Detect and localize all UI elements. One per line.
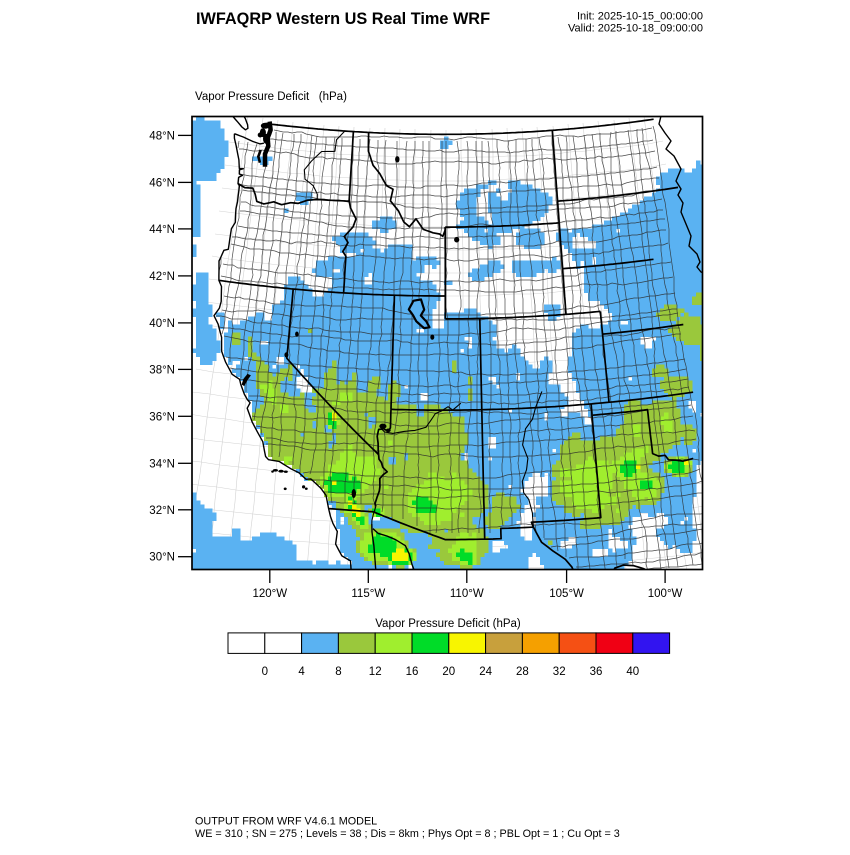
svg-text:44°N: 44°N <box>149 224 175 236</box>
svg-text:120°W: 120°W <box>252 588 287 600</box>
svg-text:105°W: 105°W <box>549 588 584 600</box>
svg-text:8: 8 <box>335 666 341 678</box>
svg-text:16: 16 <box>406 666 419 678</box>
svg-text:110°W: 110°W <box>450 588 484 600</box>
svg-text:40°N: 40°N <box>149 318 175 330</box>
svg-text:42°N: 42°N <box>149 271 175 283</box>
svg-text:48°N: 48°N <box>149 130 175 142</box>
svg-text:100°W: 100°W <box>648 588 683 600</box>
svg-text:Vapor Pressure Deficit (hPa): Vapor Pressure Deficit (hPa) <box>195 91 347 103</box>
svg-text:OUTPUT FROM WRF V4.6.1 MODEL: OUTPUT FROM WRF V4.6.1 MODEL <box>195 816 377 828</box>
svg-text:32: 32 <box>553 666 566 678</box>
svg-text:IWFAQRP Western US Real Time W: IWFAQRP Western US Real Time WRF <box>196 10 490 28</box>
svg-text:28: 28 <box>516 666 529 678</box>
svg-text:38°N: 38°N <box>149 364 175 376</box>
svg-text:32°N: 32°N <box>149 505 175 517</box>
svg-text:WE = 310 ; SN = 275 ; Levels =: WE = 310 ; SN = 275 ; Levels = 38 ; Dis … <box>195 828 620 840</box>
svg-text:36: 36 <box>590 666 603 678</box>
svg-text:Init: 2025-10-15_00:00:00: Init: 2025-10-15_00:00:00 <box>577 11 703 23</box>
svg-text:20: 20 <box>442 666 455 678</box>
svg-text:Valid: 2025-10-18_09:00:00: Valid: 2025-10-18_09:00:00 <box>568 23 703 35</box>
svg-text:24: 24 <box>479 666 492 678</box>
svg-text:40: 40 <box>626 666 639 678</box>
svg-text:115°W: 115°W <box>351 588 385 600</box>
svg-text:4: 4 <box>298 666 305 678</box>
svg-text:Vapor Pressure Deficit (hPa): Vapor Pressure Deficit (hPa) <box>375 618 521 630</box>
svg-text:46°N: 46°N <box>149 177 175 189</box>
svg-text:0: 0 <box>262 666 268 678</box>
svg-text:12: 12 <box>369 666 382 678</box>
svg-text:36°N: 36°N <box>149 411 175 423</box>
svg-text:34°N: 34°N <box>149 458 175 470</box>
svg-text:30°N: 30°N <box>149 552 175 564</box>
